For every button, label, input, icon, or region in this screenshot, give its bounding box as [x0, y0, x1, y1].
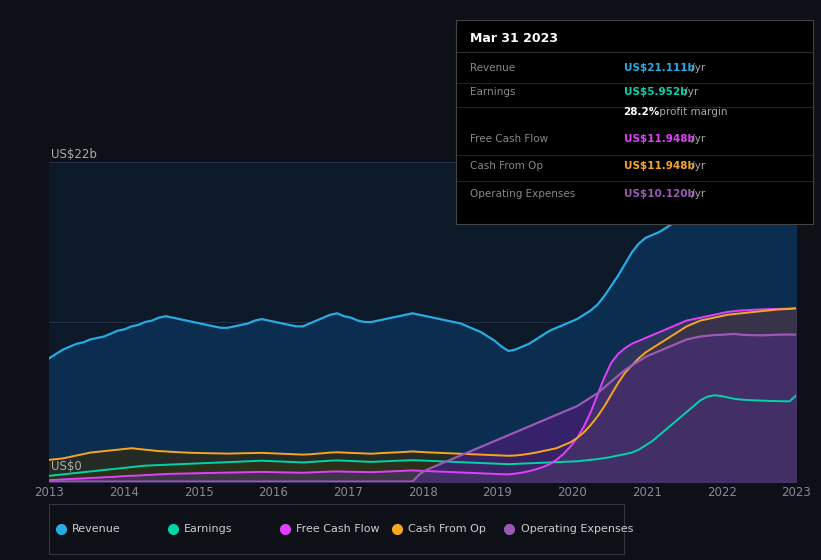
Text: US$0: US$0 [51, 460, 81, 473]
Text: /yr: /yr [688, 189, 705, 199]
Text: Operating Expenses: Operating Expenses [521, 524, 633, 534]
Text: US$10.120b: US$10.120b [623, 189, 695, 199]
Text: /yr: /yr [681, 87, 699, 97]
Text: Revenue: Revenue [72, 524, 121, 534]
Text: /yr: /yr [688, 134, 705, 144]
Text: Operating Expenses: Operating Expenses [470, 189, 576, 199]
Text: US$21.111b: US$21.111b [623, 63, 695, 73]
Text: Earnings: Earnings [185, 524, 233, 534]
Text: 28.2%: 28.2% [623, 108, 660, 118]
Text: /yr: /yr [688, 161, 705, 171]
Text: Free Cash Flow: Free Cash Flow [470, 134, 548, 144]
Text: US$5.952b: US$5.952b [623, 87, 687, 97]
Text: Free Cash Flow: Free Cash Flow [296, 524, 380, 534]
Text: US$22b: US$22b [51, 148, 97, 161]
Text: Revenue: Revenue [470, 63, 515, 73]
Text: US$11.948b: US$11.948b [623, 161, 695, 171]
Text: Earnings: Earnings [470, 87, 516, 97]
Text: profit margin: profit margin [656, 108, 727, 118]
Text: /yr: /yr [688, 63, 705, 73]
Text: Mar 31 2023: Mar 31 2023 [470, 32, 558, 45]
Text: Cash From Op: Cash From Op [470, 161, 543, 171]
Text: Cash From Op: Cash From Op [409, 524, 486, 534]
Text: US$11.948b: US$11.948b [623, 134, 695, 144]
